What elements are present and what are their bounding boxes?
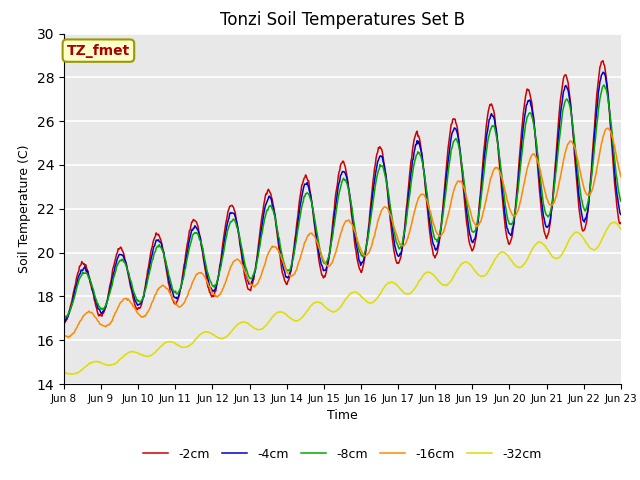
-2cm (411, 134, 419, 140)
Line: -4cm: -4cm (64, 72, 621, 321)
-16cm (604, 125, 611, 131)
-4cm (214, 279, 221, 285)
-4cm (127, 284, 135, 290)
-4cm (60, 318, 68, 324)
-16cm (428, 211, 435, 217)
-32cm (428, 270, 435, 276)
Legend: -2cm, -4cm, -8cm, -16cm, -32cm: -2cm, -4cm, -8cm, -16cm, -32cm (138, 443, 547, 466)
Title: Tonzi Soil Temperatures Set B: Tonzi Soil Temperatures Set B (220, 11, 465, 29)
-16cm (65, 335, 72, 340)
Line: -16cm: -16cm (64, 128, 621, 337)
-2cm (428, 240, 435, 246)
-32cm (71, 371, 79, 376)
-2cm (214, 275, 222, 280)
-16cm (214, 293, 222, 299)
-16cm (185, 289, 193, 295)
-16cm (617, 173, 625, 179)
-32cm (185, 343, 193, 348)
Line: -2cm: -2cm (64, 60, 621, 323)
-2cm (617, 220, 625, 226)
-2cm (60, 318, 68, 324)
-2cm (599, 58, 607, 63)
-8cm (184, 252, 192, 258)
X-axis label: Time: Time (327, 409, 358, 422)
-8cm (60, 315, 68, 321)
-8cm (426, 214, 434, 220)
-8cm (70, 295, 78, 301)
-4cm (599, 70, 607, 75)
Line: -8cm: -8cm (64, 85, 621, 318)
-16cm (60, 332, 68, 337)
Text: TZ_fmet: TZ_fmet (67, 44, 130, 58)
-16cm (128, 301, 136, 307)
-8cm (410, 161, 418, 167)
-32cm (612, 219, 620, 225)
-4cm (410, 149, 418, 155)
-2cm (185, 233, 193, 239)
Line: -32cm: -32cm (64, 222, 621, 374)
-4cm (184, 246, 192, 252)
-4cm (617, 212, 625, 217)
-8cm (600, 82, 607, 88)
-16cm (411, 207, 419, 213)
-8cm (214, 278, 221, 284)
-8cm (617, 198, 625, 204)
-32cm (67, 372, 75, 377)
-32cm (214, 335, 222, 341)
-32cm (411, 286, 419, 291)
-32cm (60, 369, 68, 375)
-4cm (426, 223, 434, 229)
-8cm (127, 279, 135, 285)
-32cm (128, 348, 136, 354)
-2cm (71, 284, 79, 289)
-2cm (128, 290, 136, 296)
-32cm (617, 226, 625, 232)
-4cm (70, 292, 78, 298)
Y-axis label: Soil Temperature (C): Soil Temperature (C) (18, 144, 31, 273)
-16cm (71, 328, 79, 334)
-2cm (61, 320, 68, 325)
